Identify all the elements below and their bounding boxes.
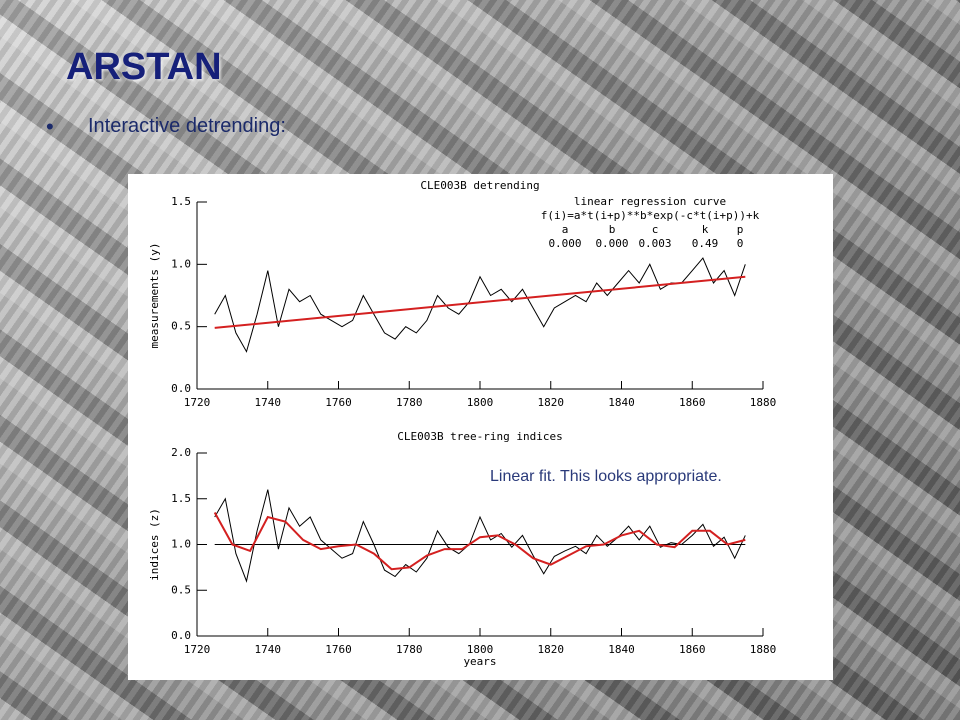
x-tick-label: 1720 bbox=[184, 643, 211, 656]
param-name: p bbox=[737, 223, 744, 236]
x-tick-label: 1840 bbox=[608, 643, 635, 656]
x-axis-label: years bbox=[463, 655, 496, 668]
bullet-text: Interactive detrending: bbox=[88, 115, 286, 137]
param-name: b bbox=[609, 223, 616, 236]
param-name: k bbox=[702, 223, 709, 236]
x-tick-label: 1780 bbox=[396, 643, 423, 656]
y-tick-label: 1.0 bbox=[171, 257, 191, 270]
param-value: 0.000 bbox=[548, 237, 581, 250]
slide-title: ARSTAN bbox=[66, 46, 222, 88]
series-line bbox=[213, 512, 746, 571]
bullet-dot: • bbox=[46, 114, 54, 139]
annotation: f(i)=a*t(i+p)**b*exp(-c*t(i+p))+k bbox=[541, 209, 760, 222]
x-tick-label: 1760 bbox=[325, 396, 352, 409]
annotation: linear regression curve bbox=[574, 195, 726, 208]
chart-title: CLE003B tree-ring indices bbox=[397, 430, 563, 443]
x-tick-label: 1740 bbox=[255, 396, 282, 409]
y-tick-label: 0.5 bbox=[171, 583, 191, 596]
param-value: 0.000 bbox=[595, 237, 628, 250]
x-tick-label: 1880 bbox=[750, 396, 777, 409]
x-tick-label: 1800 bbox=[467, 396, 494, 409]
y-tick-label: 1.5 bbox=[171, 492, 191, 505]
x-tick-label: 1840 bbox=[608, 396, 635, 409]
x-tick-label: 1860 bbox=[679, 643, 706, 656]
param-name: c bbox=[652, 223, 659, 236]
series-line bbox=[214, 275, 746, 329]
y-axis-label: indices (z) bbox=[148, 508, 161, 581]
x-tick-label: 1880 bbox=[750, 643, 777, 656]
y-tick-label: 0.0 bbox=[171, 382, 191, 395]
param-value: 0.003 bbox=[638, 237, 671, 250]
param-name: a bbox=[562, 223, 569, 236]
param-value: 0.49 bbox=[692, 237, 719, 250]
y-tick-label: 2.0 bbox=[171, 446, 191, 459]
param-value: 0 bbox=[737, 237, 744, 250]
x-tick-label: 1820 bbox=[538, 396, 565, 409]
y-tick-label: 0.0 bbox=[171, 629, 191, 642]
y-axis-label: measurements (y) bbox=[148, 243, 161, 349]
y-tick-label: 1.5 bbox=[171, 195, 191, 208]
x-tick-label: 1760 bbox=[325, 643, 352, 656]
series-line bbox=[214, 257, 746, 353]
y-tick-label: 1.0 bbox=[171, 538, 191, 551]
chart-panel bbox=[128, 174, 833, 680]
x-tick-label: 1800 bbox=[467, 643, 494, 656]
x-tick-label: 1740 bbox=[255, 643, 282, 656]
chart-title: CLE003B detrending bbox=[420, 179, 539, 192]
x-tick-label: 1820 bbox=[538, 643, 565, 656]
x-tick-label: 1780 bbox=[396, 396, 423, 409]
series-line bbox=[214, 489, 746, 583]
y-tick-label: 0.5 bbox=[171, 320, 191, 333]
x-tick-label: 1860 bbox=[679, 396, 706, 409]
x-tick-label: 1720 bbox=[184, 396, 211, 409]
note: Linear fit. This looks appropriate. bbox=[490, 468, 722, 485]
